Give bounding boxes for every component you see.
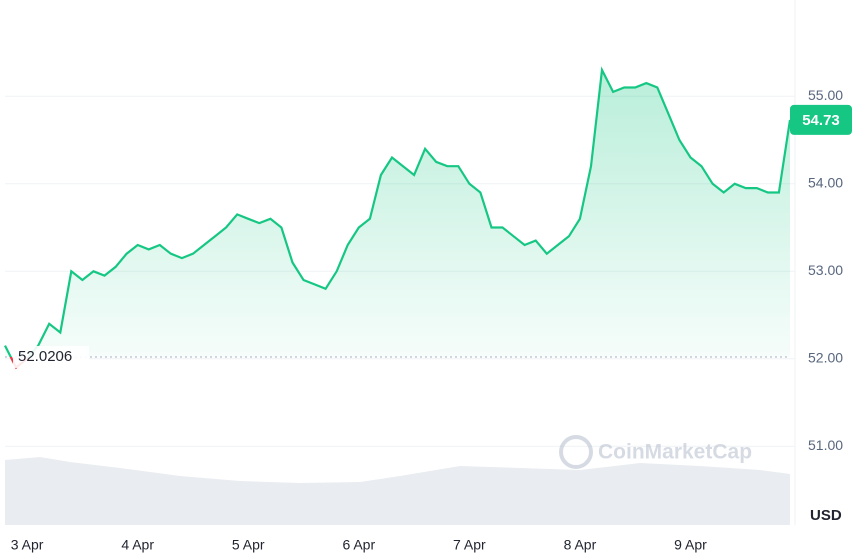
x-tick-label: 5 Apr (232, 537, 265, 553)
currency-label: USD (810, 507, 842, 524)
y-tick-label: 51.00 (808, 437, 843, 453)
y-tick-label: 54.00 (808, 174, 843, 190)
watermark-text: CoinMarketCap (598, 441, 752, 464)
price-tag (790, 104, 852, 135)
x-tick-label: 8 Apr (564, 537, 597, 553)
y-tick-label: 53.00 (808, 262, 843, 278)
y-tick-label: 55.00 (808, 87, 843, 103)
baseline-label-bg (13, 345, 89, 368)
x-tick-label: 4 Apr (121, 537, 154, 553)
watermark: CoinMarketCap (559, 435, 752, 469)
volume-area (5, 457, 790, 525)
price-tag-label: 54.73 (802, 112, 840, 129)
x-tick-label: 9 Apr (674, 537, 707, 553)
x-tick-label: 6 Apr (342, 537, 375, 553)
y-tick-label: 52.00 (808, 349, 843, 365)
baseline-label: 52.0206 (18, 348, 72, 365)
area-fill (5, 70, 790, 357)
x-tick-label: 7 Apr (453, 537, 486, 553)
x-tick-label: 3 Apr (11, 537, 44, 553)
price-line (4, 66, 792, 357)
